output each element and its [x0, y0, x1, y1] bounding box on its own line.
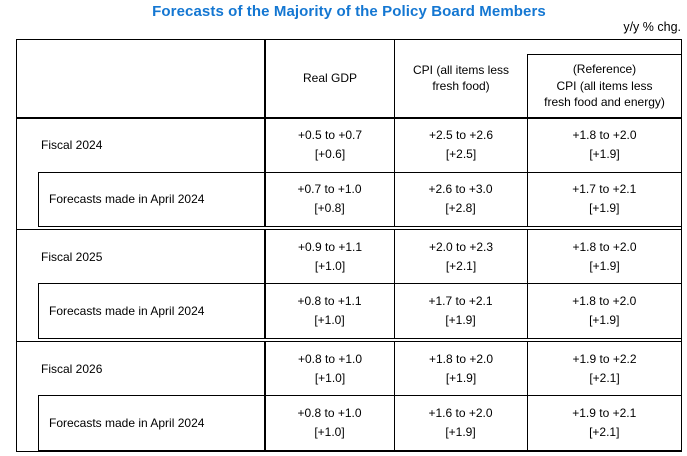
- value-range: +1.9 to +2.1: [572, 406, 637, 421]
- unit-label: y/y % chg.: [623, 20, 681, 34]
- header-cpi: CPI (all items less fresh food): [394, 40, 527, 117]
- row-label: Forecasts made in April 2024: [49, 304, 205, 319]
- april-forecast-box: Forecasts made in April 2024 +0.7 to +1.…: [38, 171, 682, 228]
- row-label: Fiscal 2024: [41, 138, 103, 152]
- value-median: [+0.8]: [314, 201, 345, 216]
- value-range: +1.8 to +2.0: [428, 351, 494, 366]
- header-real-gdp-label: Real GDP: [302, 71, 358, 85]
- cell-cpi: +1.7 to +2.1 [+1.9]: [393, 284, 527, 339]
- header-empty-cell: [17, 40, 264, 117]
- table-row-april-forecast: Forecasts made in April 2024 +0.7 to +1.…: [17, 171, 682, 228]
- cell-cpi: +2.5 to +2.6 [+2.5]: [394, 118, 527, 172]
- value-median: [+1.0]: [314, 425, 345, 440]
- cell-reference-cpi: +1.7 to +2.1 [+1.9]: [526, 172, 682, 227]
- april-forecast-box: Forecasts made in April 2024 +0.8 to +1.…: [38, 283, 682, 340]
- value-range: +1.9 to +2.2: [572, 351, 637, 366]
- page-title: Forecasts of the Majority of the Policy …: [152, 3, 546, 20]
- header-reference-box: (Reference) CPI (all items less fresh fo…: [527, 54, 681, 117]
- value-range: +0.8 to +1.0: [297, 351, 363, 366]
- header-reference: (Reference) CPI (all items less fresh fo…: [527, 40, 681, 117]
- value-median: [+1.9]: [589, 313, 620, 328]
- april-forecast-box: Forecasts made in April 2024 +0.8 to +1.…: [38, 395, 681, 451]
- value-range: +1.6 to +2.0: [428, 406, 493, 421]
- row-label: Fiscal 2026: [41, 361, 103, 376]
- value-median: [+2.1]: [445, 258, 477, 273]
- header-reference-line2: CPI (all items less: [556, 78, 653, 93]
- value-range: +1.8 to +2.0: [572, 294, 637, 309]
- value-range: +1.8 to +2.0: [572, 239, 637, 254]
- header-cpi-line1: CPI (all items less: [412, 62, 510, 77]
- header-reference-line1: (Reference): [572, 62, 637, 76]
- header-real-gdp: Real GDP: [264, 40, 394, 117]
- value-median: [+1.9]: [589, 147, 620, 161]
- cell-real-gdp: +0.7 to +1.0 [+0.8]: [263, 172, 394, 227]
- value-median: [+0.6]: [314, 147, 346, 161]
- value-range: +1.7 to +2.1: [428, 294, 493, 309]
- value-median: [+2.1]: [589, 425, 620, 440]
- cell-cpi: +2.6 to +3.0 [+2.8]: [393, 172, 527, 227]
- value-median: [+1.0]: [314, 313, 345, 328]
- section-fiscal-2024: Fiscal 2024 +0.5 to +0.7 [+0.6] +2.5 to …: [17, 118, 682, 231]
- value-range: +0.7 to +1.0: [297, 182, 362, 197]
- cell-reference-cpi: +1.9 to +2.2 [+2.1]: [527, 342, 681, 396]
- header-reference-line3: fresh food and energy): [544, 95, 665, 109]
- table-row-fiscal-2026: Fiscal 2026 +0.8 to +1.0 [+1.0] +1.8 to …: [17, 342, 681, 396]
- value-median: [+1.9]: [445, 370, 477, 385]
- value-range: +2.5 to +2.6: [428, 128, 494, 142]
- row-label: Fiscal 2025: [41, 249, 103, 264]
- value-range: +0.8 to +1.0: [297, 406, 362, 421]
- cell-real-gdp: +0.8 to +1.0 [+1.0]: [263, 396, 394, 450]
- cell-reference-cpi: +1.8 to +2.0 [+1.9]: [527, 118, 681, 172]
- value-median: [+2.8]: [445, 201, 476, 216]
- table-row-april-forecast: Forecasts made in April 2024 +0.8 to +1.…: [17, 395, 681, 451]
- cell-real-gdp: +0.8 to +1.1 [+1.0]: [263, 284, 394, 339]
- header-cpi-line2: fresh food): [432, 79, 490, 94]
- value-range: +2.0 to +2.3: [428, 239, 494, 254]
- row-indent: [17, 283, 38, 339]
- value-range: +0.8 to +1.1: [297, 294, 362, 309]
- value-range: +1.7 to +2.1: [572, 182, 637, 197]
- cell-reference-cpi: +1.9 to +2.1 [+2.1]: [526, 396, 682, 450]
- table-row-april-forecast: Forecasts made in April 2024 +0.8 to +1.…: [17, 283, 682, 340]
- value-median: [+1.9]: [445, 313, 476, 328]
- value-median: [+1.0]: [314, 370, 346, 385]
- value-median: [+2.5]: [445, 147, 477, 161]
- cell-real-gdp: +0.8 to +1.0 [+1.0]: [264, 342, 394, 396]
- row-label: Forecasts made in April 2024: [49, 192, 205, 207]
- cell-cpi: +2.0 to +2.3 [+2.1]: [394, 230, 527, 284]
- value-range: +1.8 to +2.0: [572, 128, 637, 142]
- section-fiscal-2025: Fiscal 2025 +0.9 to +1.1 [+1.0] +2.0 to …: [17, 230, 682, 343]
- cell-real-gdp: +0.5 to +0.7 [+0.6]: [264, 118, 394, 172]
- header-reference-spacer: [527, 40, 681, 54]
- value-range: +0.9 to +1.1: [297, 239, 363, 254]
- section-fiscal-2026: Fiscal 2026 +0.8 to +1.0 [+1.0] +1.8 to …: [17, 342, 681, 451]
- value-range: +0.5 to +0.7: [297, 128, 363, 142]
- value-median: [+2.1]: [589, 370, 620, 385]
- cell-real-gdp: +0.9 to +1.1 [+1.0]: [264, 230, 394, 284]
- value-range: +2.6 to +3.0: [428, 182, 493, 197]
- value-median: [+1.9]: [589, 258, 620, 273]
- value-median: [+1.0]: [314, 258, 346, 273]
- row-indent: [17, 395, 38, 451]
- value-median: [+1.9]: [445, 425, 476, 440]
- cell-cpi: +1.8 to +2.0 [+1.9]: [394, 342, 527, 396]
- cell-reference-cpi: +1.8 to +2.0 [+1.9]: [526, 284, 682, 339]
- table-row-fiscal-2024: Fiscal 2024 +0.5 to +0.7 [+0.6] +2.5 to …: [17, 118, 681, 172]
- row-label: Forecasts made in April 2024: [49, 416, 205, 431]
- table-row-fiscal-2025: Fiscal 2025 +0.9 to +1.1 [+1.0] +2.0 to …: [17, 230, 681, 284]
- value-median: [+1.9]: [589, 201, 620, 216]
- cell-reference-cpi: +1.8 to +2.0 [+1.9]: [527, 230, 681, 284]
- cell-cpi: +1.6 to +2.0 [+1.9]: [393, 396, 527, 450]
- table-header-row: Real GDP CPI (all items less fresh food)…: [17, 40, 681, 119]
- forecast-table: Real GDP CPI (all items less fresh food)…: [16, 39, 682, 452]
- row-indent: [17, 172, 38, 228]
